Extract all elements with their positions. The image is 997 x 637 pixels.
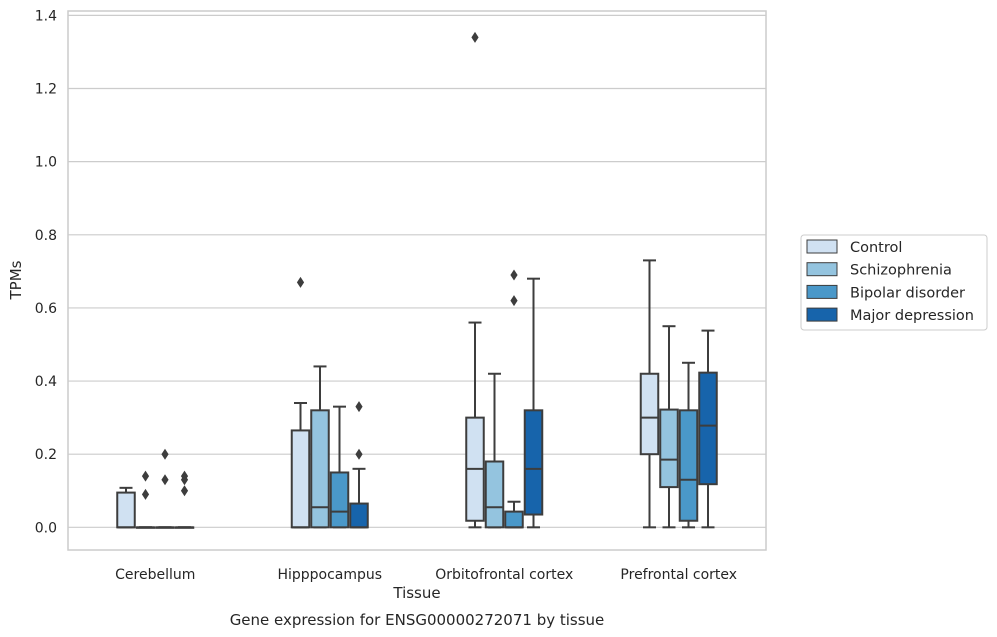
box-body (504, 510, 524, 529)
box-body (484, 460, 505, 529)
x-axis-label: Tissue (392, 584, 440, 602)
outlier-point (355, 448, 363, 460)
legend-swatch (806, 239, 838, 254)
legend-frame (800, 234, 988, 331)
y-tick-labels: 0.0 0.2 0.4 0.6 0.8 1.0 1.2 1.4 (35, 8, 57, 536)
box-body (698, 371, 718, 486)
box-body (639, 372, 660, 456)
outlier-point (471, 31, 479, 43)
box-0-0 (116, 486, 136, 529)
box-2-0 (465, 31, 485, 529)
x-tick-label: Cerebellum (115, 567, 195, 583)
box-1-1 (310, 365, 330, 529)
box-1-3 (349, 401, 369, 529)
box-0-2 (155, 448, 175, 529)
box-1-2 (329, 405, 350, 529)
legend-swatch (806, 307, 838, 322)
legend-items: Control Schizophrenia Bipolar disorder Majo… (806, 239, 974, 324)
y-tick-label: 0.4 (35, 374, 57, 390)
y-tick-label: 0.6 (35, 301, 57, 317)
y-tick-label: 1.0 (35, 155, 57, 171)
y-tick-label: 1.4 (35, 8, 57, 24)
outlier-point (180, 474, 189, 486)
y-tick-label: 1.2 (35, 82, 57, 98)
outlier-point (141, 470, 150, 482)
box-3-0 (639, 259, 660, 529)
box-3-3 (698, 329, 718, 529)
outlier-point (161, 448, 169, 460)
box-body (349, 502, 369, 529)
outlier-point (180, 485, 189, 497)
legend-label: Control (850, 240, 902, 256)
outlier-point (510, 295, 518, 307)
box-2-3 (523, 277, 544, 529)
legend-label: Schizophrenia (850, 263, 952, 279)
y-tick-label: 0.0 (35, 520, 57, 536)
y-tick-label: 0.8 (35, 228, 57, 244)
y-axis-label: TPMs (7, 260, 25, 300)
x-tick-labels: Cerebellum Hipppocampus Orbitofrontal cort… (115, 567, 737, 583)
outlier-point (355, 401, 363, 413)
outlier-point (161, 474, 169, 486)
x-tick-label: Hipppocampus (277, 567, 382, 583)
legend-label: Major depression (850, 308, 974, 324)
x-tick-label: Prefrontal cortex (620, 567, 737, 583)
figure-caption: Gene expression for ENSG00000272071 by t… (230, 611, 605, 629)
box-groups (116, 31, 718, 529)
box-3-2 (678, 361, 699, 529)
box-0-3 (174, 470, 195, 529)
legend-label: Bipolar disorder (850, 285, 965, 301)
legend: Control Schizophrenia Bipolar disorder Majo… (800, 234, 988, 331)
box-body (310, 409, 330, 529)
outlier-point (296, 276, 305, 288)
box-1-0 (290, 276, 311, 529)
outlier-point (510, 269, 518, 281)
box-3-1 (659, 325, 679, 529)
box-2-1 (484, 372, 505, 529)
y-tick-label: 0.2 (35, 447, 57, 463)
box-body (659, 408, 679, 489)
box-body (523, 409, 544, 516)
box-body (116, 491, 136, 529)
outlier-point (141, 488, 150, 500)
legend-swatch (806, 262, 838, 277)
box-0-1 (135, 470, 156, 529)
box-body (329, 471, 350, 529)
box-2-2 (504, 269, 524, 529)
legend-swatch (806, 284, 838, 299)
box-body (290, 429, 311, 529)
box-body (678, 409, 699, 522)
x-tick-label: Orbitofrontal cortex (435, 567, 573, 583)
